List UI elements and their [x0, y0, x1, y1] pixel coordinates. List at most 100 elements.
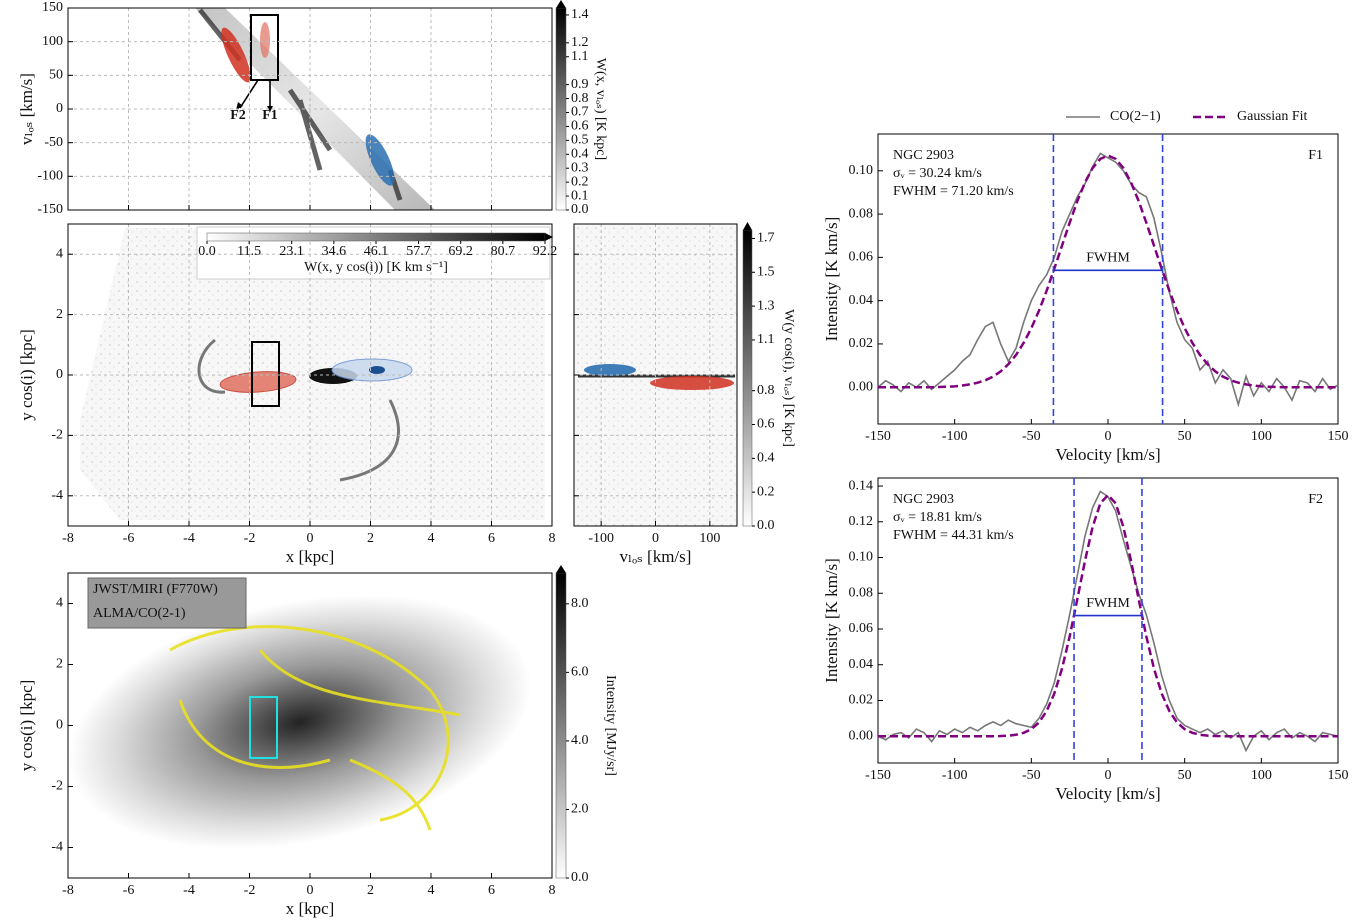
colorbar-tick-label: 1.2 — [571, 35, 589, 50]
x-tick-label: -8 — [62, 531, 74, 546]
x-tick-label: -150 — [865, 768, 891, 783]
y-tick-label: 150 — [42, 0, 63, 15]
colorbar-tick-label: 80.7 — [491, 244, 516, 259]
axes-frame — [877, 477, 1339, 764]
axes-frame — [573, 223, 738, 527]
info-text: FWHM = 71.20 km/s — [893, 184, 1014, 199]
colorbar-tick-label: 0.9 — [571, 77, 589, 92]
colorbar-tick-label: 57.7 — [406, 244, 431, 259]
colorbar-tick-label: 0.0 — [571, 202, 589, 217]
x-tick-label: -50 — [1022, 768, 1041, 783]
colorbar-tick-label: 0.3 — [571, 160, 589, 175]
x-tick-label: -100 — [942, 768, 968, 783]
x-tick-label: 100 — [1251, 429, 1272, 444]
colorbar-extend — [545, 233, 553, 241]
colorbar-tick-label: 1.5 — [757, 265, 775, 280]
x-tick-label: 0 — [1105, 768, 1112, 783]
colorbar-tick-label: 0.6 — [757, 417, 775, 432]
y-tick-label: 0.02 — [849, 336, 874, 351]
x-axis-label: x [kpc] — [286, 547, 335, 566]
colorbar — [742, 229, 753, 527]
y-axis-label: y cos(i) [kpc] — [17, 680, 36, 772]
x-tick-label: 6 — [488, 883, 495, 898]
colorbar-tick-label: 0.2 — [571, 174, 589, 189]
y-tick-label: 0.10 — [849, 550, 874, 565]
legend-text: JWST/MIRI (F770W) — [93, 582, 218, 597]
y-tick-label: -4 — [51, 840, 63, 855]
colorbar-label: Intensity [MJy/sr] — [603, 675, 618, 776]
y-tick-label: 0.04 — [849, 293, 874, 308]
colorbar-tick-label: 0.2 — [757, 484, 775, 499]
annotation: F1 — [262, 108, 278, 123]
y-tick-label: 0 — [56, 101, 63, 116]
y-tick-label: 0.08 — [849, 206, 874, 221]
colorbar — [206, 232, 546, 242]
colorbar-tick-label: 4.0 — [571, 733, 589, 748]
y-tick-label: 0.12 — [849, 514, 874, 529]
colorbar-extend — [556, 565, 566, 573]
y-tick-label: -150 — [37, 202, 63, 217]
x-tick-label: 50 — [1178, 768, 1192, 783]
x-tick-label: -4 — [183, 883, 195, 898]
x-tick-label: 2 — [367, 883, 374, 898]
y-tick-label: 0.04 — [849, 657, 874, 672]
x-tick-label: 100 — [1251, 768, 1272, 783]
x-tick-label: -50 — [1022, 429, 1041, 444]
colorbar-tick-label: 69.2 — [448, 244, 473, 259]
x-tick-label: -6 — [123, 883, 135, 898]
colorbar-extend — [743, 222, 752, 230]
x-tick-label: -100 — [588, 531, 614, 546]
series-line — [877, 152, 1339, 408]
x-axis-label: vₗₒₛ [km/s] — [620, 547, 692, 566]
colorbar-tick-label: 0.1 — [571, 188, 589, 203]
y-tick-label: -2 — [51, 779, 63, 794]
y-axis-label: vₗₒₛ [km/s] — [17, 73, 36, 145]
axes-frame — [67, 7, 553, 211]
x-tick-label: -4 — [183, 531, 195, 546]
colorbar — [555, 572, 567, 879]
colorbar-tick-label: 0.8 — [757, 383, 775, 398]
panel-label: F2 — [1308, 492, 1323, 507]
y-tick-label: 0 — [56, 718, 63, 733]
y-tick-label: 50 — [49, 68, 63, 83]
info-text: σᵥ = 18.81 km/s — [893, 510, 982, 525]
x-tick-label: 0 — [307, 883, 314, 898]
colorbar-label: W(x, y cos(i)) [K km s⁻¹] — [304, 260, 448, 275]
y-tick-label: 0.06 — [849, 621, 874, 636]
x-axis-label: x [kpc] — [286, 899, 335, 918]
x-tick-label: 150 — [1328, 429, 1349, 444]
x-tick-label: -100 — [942, 429, 968, 444]
colorbar-tick-label: 0.6 — [571, 119, 589, 134]
x-tick-label: 8 — [549, 883, 556, 898]
colorbar-tick-label: 1.7 — [757, 231, 775, 246]
jwst-image — [68, 577, 532, 850]
moment-image — [80, 228, 545, 520]
colorbar-tick-label: 0.7 — [571, 105, 589, 120]
x-tick-label: 8 — [549, 531, 556, 546]
legend-text: CO(2−1) — [1110, 109, 1161, 124]
x-tick-label: 6 — [488, 531, 495, 546]
y-tick-label: 4 — [56, 246, 63, 261]
colorbar-tick-label: 1.1 — [571, 49, 589, 64]
y-tick-label: 0.00 — [849, 728, 874, 743]
y-tick-label: 0.10 — [849, 163, 874, 178]
colorbar-tick-label: 46.1 — [364, 244, 389, 259]
x-tick-label: 0 — [652, 531, 659, 546]
x-tick-label: 50 — [1178, 429, 1192, 444]
y-tick-label: 2 — [56, 307, 63, 322]
colorbar-tick-label: 1.1 — [757, 332, 775, 347]
x-tick-label: -2 — [244, 883, 256, 898]
colorbar-tick-label: 34.6 — [322, 244, 347, 259]
y-tick-label: 0.02 — [849, 693, 874, 708]
y-tick-label: -50 — [44, 135, 63, 150]
y-axis-label: y cos(i) [kpc] — [17, 329, 36, 421]
colorbar-extend — [556, 0, 566, 8]
y-tick-label: 2 — [56, 657, 63, 672]
colorbar-tick-label: 2.0 — [571, 802, 589, 817]
panel-label: F1 — [1308, 148, 1323, 163]
x-tick-label: -8 — [62, 883, 74, 898]
axes-frame — [67, 572, 553, 879]
colorbar-tick-label: 0.5 — [571, 133, 589, 148]
